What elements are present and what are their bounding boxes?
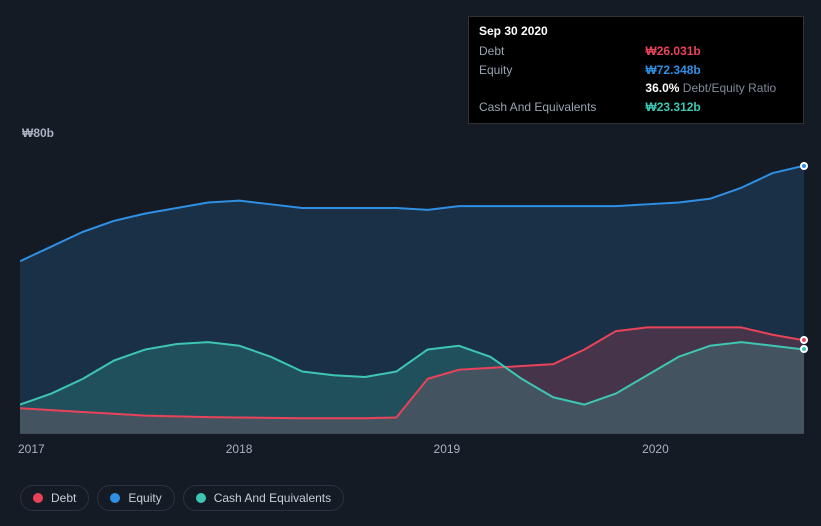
legend-label: Debt: [51, 491, 76, 505]
tooltip-row-value: ₩23.312b: [645, 98, 793, 117]
tooltip-row: 36.0% Debt/Equity Ratio: [479, 79, 793, 98]
tooltip-row-value: ₩26.031b: [645, 42, 793, 61]
tooltip-row-value: ₩72.348b: [645, 61, 793, 80]
tooltip-row: Debt₩26.031b: [479, 42, 793, 61]
tooltip-table: Debt₩26.031bEquity₩72.348b36.0% Debt/Equ…: [479, 42, 793, 117]
cursor-point: [800, 336, 808, 344]
chart-svg: [20, 140, 804, 434]
legend-item[interactable]: Debt: [20, 485, 89, 511]
tooltip-row-label: Equity: [479, 61, 645, 80]
legend-item[interactable]: Equity: [97, 485, 174, 511]
y-axis-label: ₩80b: [22, 126, 54, 140]
tooltip-row: Equity₩72.348b: [479, 61, 793, 80]
tooltip-row-label: Cash And Equivalents: [479, 98, 645, 117]
tooltip-row-value: 36.0% Debt/Equity Ratio: [645, 79, 793, 98]
x-axis-label: 2017: [18, 442, 45, 456]
legend-label: Cash And Equivalents: [214, 491, 331, 505]
legend-item[interactable]: Cash And Equivalents: [183, 485, 344, 511]
x-axis-label: 2020: [642, 442, 669, 456]
tooltip-date: Sep 30 2020: [479, 23, 793, 40]
tooltip-row-label: Debt: [479, 42, 645, 61]
legend-swatch: [110, 493, 120, 503]
legend-label: Equity: [128, 491, 161, 505]
legend-swatch: [33, 493, 43, 503]
legend: Debt Equity Cash And Equivalents: [20, 485, 344, 511]
cursor-point: [800, 345, 808, 353]
cursor-point: [800, 162, 808, 170]
tooltip-row: Cash And Equivalents₩23.312b: [479, 98, 793, 117]
chart-plot-area[interactable]: [20, 140, 804, 434]
x-axis-label: 2019: [434, 442, 461, 456]
tooltip-row-label: [479, 79, 645, 98]
legend-swatch: [196, 493, 206, 503]
x-axis-label: 2018: [226, 442, 253, 456]
chart-tooltip: Sep 30 2020 Debt₩26.031bEquity₩72.348b36…: [468, 16, 804, 124]
